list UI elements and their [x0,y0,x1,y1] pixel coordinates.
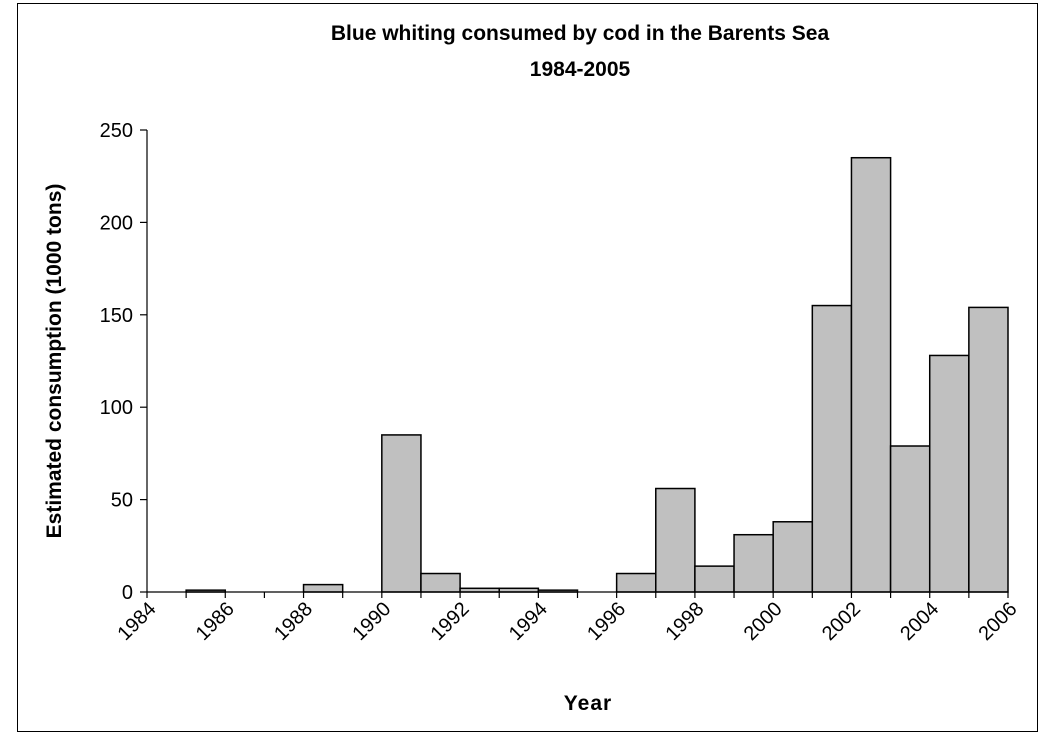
y-tick-label: 150 [100,305,133,327]
bar-2000 [772,521,814,593]
y-tick-label: 50 [111,490,133,512]
x-tick-label: 2002 [818,598,865,645]
x-tick-label: 1990 [348,598,395,645]
bar-1997 [655,487,696,593]
x-tick-label: 1998 [661,598,708,645]
x-tick-label: 2000 [740,598,787,645]
bar-2004 [928,354,970,593]
y-axis-label: Estimated consumption (1000 tons) [43,184,66,539]
x-tick-label: 1996 [583,598,630,645]
y-tick-label: 250 [100,120,133,142]
bar-2001 [811,304,853,593]
x-tick-label: 1988 [270,598,317,645]
x-tick-label: 1986 [192,598,239,645]
bar-1996 [615,572,657,593]
bar-1988 [302,583,344,593]
x-tick-label: 1992 [427,598,474,645]
x-tick-label: 2004 [896,598,943,645]
y-tick-label: 100 [100,397,133,419]
bar-1998 [694,565,735,593]
chart-subtitle: 1984-2005 [530,58,631,81]
x-axis-label: Year [564,692,612,715]
bar-1990 [381,434,422,593]
chart-title: Blue whiting consumed by cod in the Bare… [331,22,830,45]
bar-2002 [850,156,892,593]
x-tick-label: 2006 [975,598,1022,645]
bar-2005 [968,306,1009,593]
y-tick-label: 200 [100,212,133,234]
bar-1991 [420,572,461,593]
x-tick-label: 1984 [114,598,161,645]
x-tick-label: 1994 [505,598,552,645]
y-tick-label: 0 [122,582,133,604]
bar-2003 [889,445,931,593]
bar-1999 [733,533,774,593]
